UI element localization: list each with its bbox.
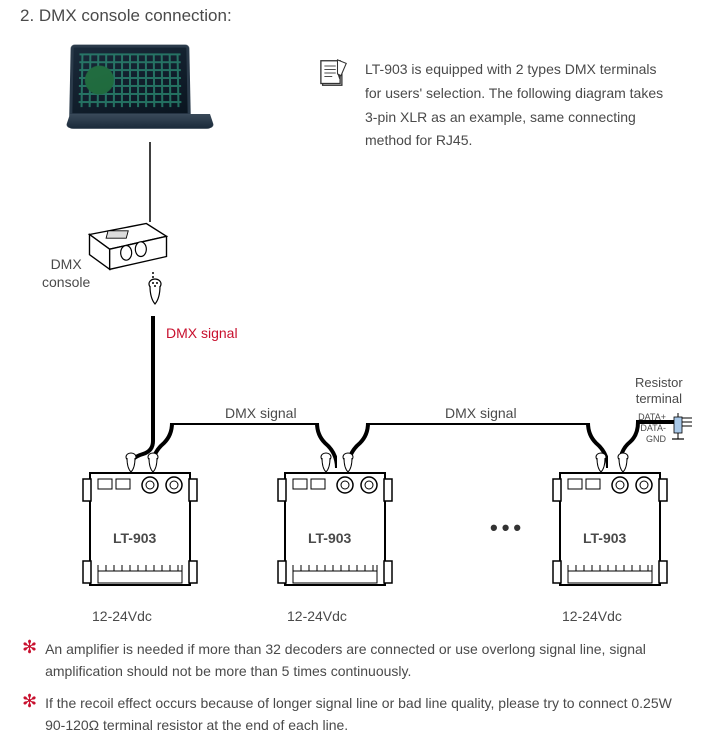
- footnote-2-text: If the recoil effect occurs because of l…: [45, 692, 687, 737]
- footnote-2: ✻ If the recoil effect occurs because of…: [22, 692, 687, 737]
- pin-gnd: GND: [632, 434, 666, 444]
- note-text: LT-903 is equipped with 2 types DMX term…: [365, 58, 675, 153]
- footnote-1-text: An amplifier is needed if more than 32 d…: [45, 638, 687, 683]
- note-icon: [320, 58, 348, 88]
- xlr-plug-small-icon: [124, 452, 138, 474]
- wire-laptop-to-console: [140, 142, 160, 222]
- resistor-label-line1: Resistor: [635, 375, 683, 390]
- decoder-3-name: LT-903: [583, 530, 626, 546]
- xlr-plug-small-icon: [146, 452, 160, 474]
- decoder-1-name: LT-903: [113, 530, 156, 546]
- decoder-2-voltage: 12-24Vdc: [287, 608, 347, 624]
- xlr-plug-small-icon: [594, 452, 608, 474]
- resistor-terminal-label: Resistor terminal: [635, 375, 683, 406]
- asterisk-icon: ✻: [22, 692, 37, 737]
- dmx-signal-label-red: DMX signal: [166, 325, 238, 341]
- dmx-console-illustration: [82, 218, 174, 273]
- console-label: DMX console: [42, 255, 90, 291]
- console-label-line1: DMX: [51, 256, 82, 272]
- asterisk-icon: ✻: [22, 638, 37, 683]
- section-title: 2. DMX console connection:: [20, 6, 232, 26]
- pin-data-plus: DATA+: [632, 412, 666, 422]
- decoder-1-voltage: 12-24Vdc: [92, 608, 152, 624]
- xlr-plug-small-icon: [319, 452, 333, 474]
- console-label-line2: console: [42, 274, 90, 290]
- resistor-label-line2: terminal: [636, 391, 682, 406]
- pin-data-minus: DATA-: [632, 423, 666, 433]
- continuation-dots: •••: [490, 515, 525, 541]
- xlr-plug-small-icon: [616, 452, 630, 474]
- dmx-signal-label-1: DMX signal: [225, 405, 297, 421]
- xlr-plug-icon: [147, 278, 163, 306]
- footnote-1: ✻ An amplifier is needed if more than 32…: [22, 638, 687, 683]
- laptop-illustration: [70, 44, 210, 144]
- xlr-plug-small-icon: [341, 452, 355, 474]
- decoder-3-voltage: 12-24Vdc: [562, 608, 622, 624]
- resistor-icon: [672, 413, 702, 443]
- dmx-signal-label-2: DMX signal: [445, 405, 517, 421]
- decoder-2-name: LT-903: [308, 530, 351, 546]
